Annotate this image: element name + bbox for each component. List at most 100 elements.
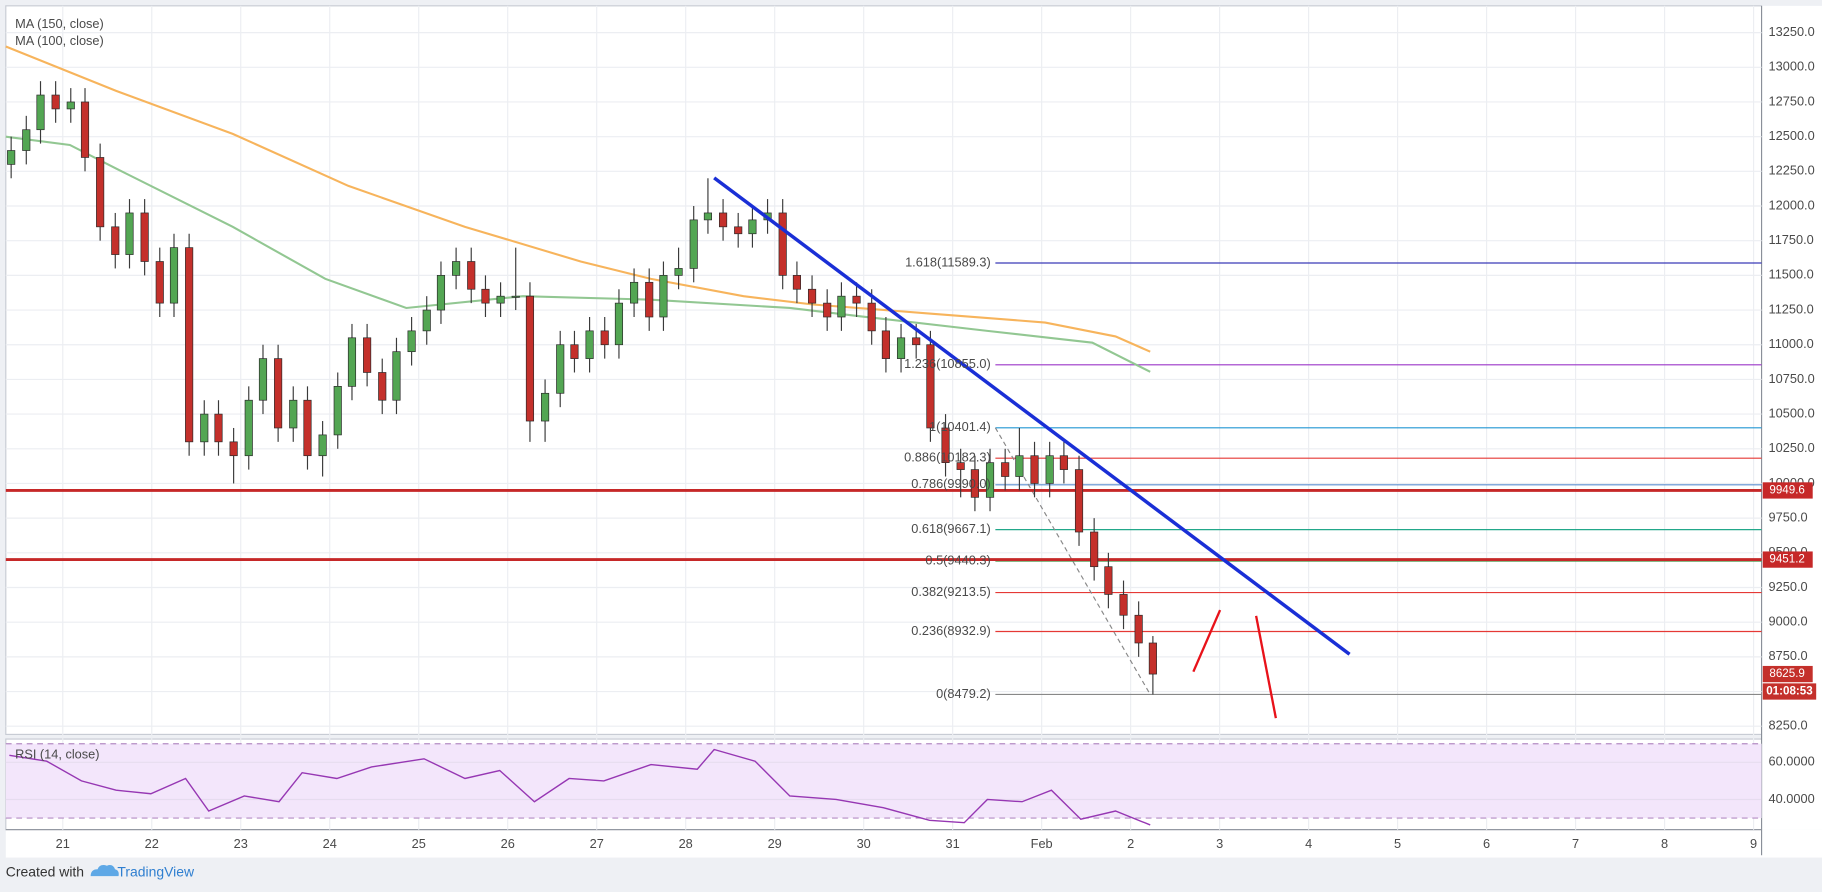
y-tick-label: 13250.0 [1769,24,1815,39]
candle-body [881,330,890,359]
candle-body [1045,455,1054,484]
candle-body [956,462,965,470]
annotation-stroke [1192,609,1222,673]
candle-body [318,434,327,457]
candle-body [229,441,238,457]
candle-body [392,351,401,401]
candle-body [792,275,801,290]
fib-label: 0.5(9440.3) [925,552,990,567]
candle-body [1148,642,1157,675]
candle-body [96,157,105,228]
candle-body [333,386,342,436]
y-tick-label: 12250.0 [1769,163,1815,178]
candle-body [436,275,446,311]
candle-body [111,226,120,255]
price-tag-text: 9949.6 [1769,484,1805,497]
candle-body [1030,455,1039,484]
candle-body [496,295,505,304]
candle-body [7,150,16,165]
x-tick-label: 24 [323,836,337,851]
y-tick-label: 9000.0 [1769,614,1808,629]
fib-label: 0.618(9667.1) [911,521,991,536]
y-tick-label: 12750.0 [1769,93,1815,108]
candle-body [837,295,846,318]
candle-body [970,469,979,498]
price-tag [1762,482,1813,499]
candle-body [807,288,817,304]
price-tag [1762,551,1813,568]
candle-body [926,344,935,429]
x-tick-label: 25 [412,836,426,851]
y-tick-label: 10250.0 [1769,440,1815,455]
candle-body [169,247,179,304]
footer-text: Created with [6,863,84,879]
x-tick-label: 28 [679,836,693,851]
candle-body [689,219,698,269]
candle-body [630,281,639,304]
candle-body [614,302,624,346]
candle-body [200,413,209,443]
fib-label: 0.382(9213.5) [911,584,991,599]
y-tick-label: 10750.0 [1769,371,1815,386]
candle-body [570,344,579,359]
candle-body [674,268,683,276]
brand-logo [90,865,119,877]
candle-body [452,261,461,276]
candle-body [867,302,876,332]
candle-body [289,399,298,429]
candle-body [718,212,728,228]
y-tick-label: 12500.0 [1769,128,1815,143]
x-tick-label: 2 [1127,836,1134,851]
price-panel [5,5,1763,735]
candle-body [645,281,654,318]
candle-body [659,275,668,318]
candle-body [1104,566,1113,595]
x-tick-label: 22 [145,836,159,851]
annotation-stroke [1254,615,1278,719]
x-tick-label: 8 [1661,836,1668,851]
candle-body [748,219,757,235]
y-tick-label: 60.0000 [1769,754,1815,769]
price-tag-text: 9451.2 [1769,553,1805,566]
brand-name: TradingView [117,863,195,879]
y-tick-label: 12000.0 [1769,197,1815,212]
rsi-line [9,748,1151,826]
x-tick-label: 4 [1305,836,1312,851]
candle-body [481,288,490,304]
candle-body [185,247,194,443]
candle-body [823,302,832,318]
candle-body [511,295,520,298]
candle-body [1090,531,1099,568]
x-tick-label: 7 [1572,836,1579,851]
x-tick-label: 26 [501,836,515,851]
candle-body [303,399,312,457]
moving-average [5,45,1151,353]
candle-body [363,337,372,373]
annotations [1192,609,1278,719]
moving-average [5,135,1151,373]
x-tick-label: 31 [946,836,960,851]
candle-body [258,358,268,401]
candle-body [941,427,950,463]
candle-body [125,212,134,255]
y-tick-label: 9250.0 [1769,579,1808,594]
time-axis [5,829,1822,858]
price-tag-text: 8625.9 [1769,667,1805,680]
x-tick-label: 30 [857,836,871,851]
y-tick-label: 11750.0 [1769,232,1814,247]
fib-label: 0(8479.2) [936,686,991,701]
candle-body [36,94,45,131]
candle-body [422,309,431,332]
price-tag [1762,665,1813,683]
y-tick-label: 9750.0 [1769,510,1808,525]
candle-body [66,101,75,110]
candle-body [80,101,90,158]
x-tick-label: 9 [1750,836,1757,851]
candle-body [1074,469,1084,533]
countdown-tag [1762,683,1817,700]
y-tick-label: 13000.0 [1769,59,1815,74]
legend-entry: MA (100, close) [15,33,104,48]
candle-body [585,330,594,359]
